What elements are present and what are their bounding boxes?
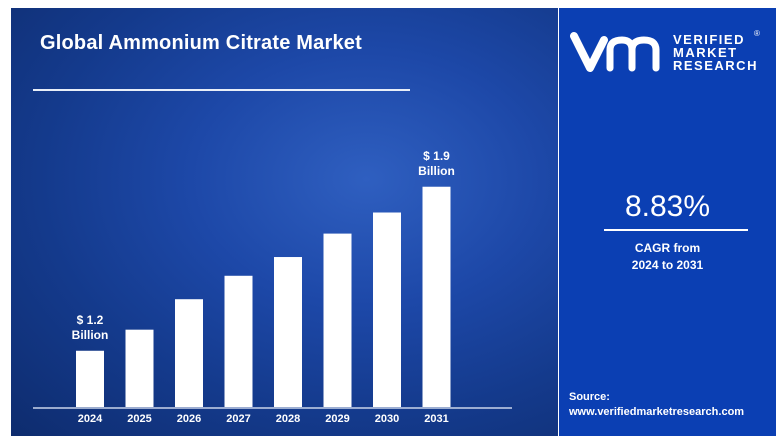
data-label-line2: Billion: [71, 327, 109, 342]
source: Source: www.verifiedmarketresearch.com: [569, 390, 744, 420]
data-label-2031: $ 1.9 Billion: [397, 149, 477, 179]
info-panel: [559, 8, 776, 436]
cagr-value: 8.83%: [624, 190, 711, 223]
brand-line-1: VERIFIED: [673, 32, 745, 47]
data-label-2024: $ 1.2 Billion: [50, 313, 130, 343]
cagr-label-line-2: 2024 to 2031: [631, 258, 704, 272]
brand-name: VERIFIED MARKET RESEARCH: [673, 33, 758, 72]
title-divider: [33, 89, 410, 91]
brand-line-2: MARKET: [673, 45, 738, 60]
bar-2029: [323, 233, 352, 407]
bar-2025: [125, 329, 154, 407]
x-tick-label: 2025: [127, 413, 151, 425]
bar-2031: [422, 186, 451, 407]
bar-2028: [274, 257, 302, 407]
registered-mark: ®: [754, 29, 760, 38]
data-label-line2: Billion: [418, 163, 455, 178]
x-tick-label: 2026: [177, 413, 201, 425]
x-tick-label: 2028: [276, 413, 300, 425]
x-tick-label: 2024: [78, 413, 103, 425]
bar-2024: [76, 350, 104, 407]
x-tick-label: 2030: [375, 413, 399, 425]
cagr-label-line-1: CAGR from: [634, 241, 701, 255]
x-tick-label: 2031: [424, 413, 448, 425]
chart-title: Global Ammonium Citrate Market: [40, 32, 362, 54]
bar-2027: [224, 275, 253, 407]
source-label: Source:: [569, 391, 610, 403]
x-tick-label: 2029: [325, 413, 349, 425]
brand-line-3: RESEARCH: [673, 58, 758, 73]
source-url[interactable]: www.verifiedmarketresearch.com: [569, 406, 745, 418]
data-label-line1: $ 1.2: [76, 312, 104, 327]
bar-2026: [175, 299, 203, 407]
x-tick-label: 2027: [226, 413, 250, 425]
data-label-line1: $ 1.9: [423, 148, 450, 163]
bar-2030: [373, 212, 401, 407]
cagr-divider: [604, 229, 748, 231]
vmr-logo-icon: [570, 32, 660, 72]
cagr-label: CAGR from 2024 to 2031: [559, 240, 776, 274]
